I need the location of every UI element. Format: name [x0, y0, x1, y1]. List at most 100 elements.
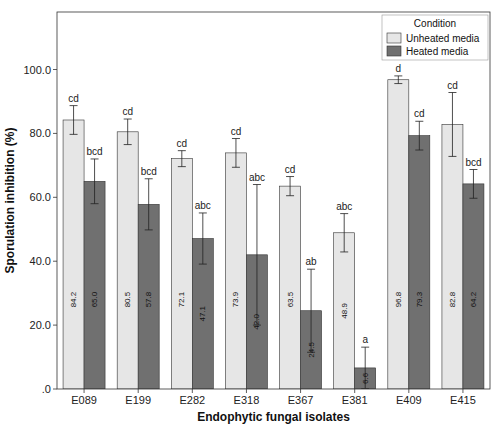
x-tick-label: E409 [396, 394, 422, 406]
error-line [94, 159, 95, 204]
error-cap [232, 138, 240, 139]
error-cap [286, 176, 294, 177]
bar [442, 124, 463, 389]
error-cap [91, 203, 99, 204]
x-axis-label: Endophytic fungal isolates [197, 410, 350, 424]
bar [334, 233, 355, 389]
error-line [148, 179, 149, 230]
data-label: 73.9 [231, 291, 240, 307]
error-line [398, 76, 399, 84]
legend: ConditionUnheated mediaHeated media [382, 15, 488, 60]
bar [463, 184, 484, 389]
legend-label: Unheated media [406, 33, 480, 44]
y-tick-label: 60.0 [30, 191, 51, 203]
y-tick [53, 69, 57, 70]
legend-box [382, 15, 488, 60]
x-tick [192, 389, 193, 393]
error-cap [469, 169, 477, 170]
data-label: 80.5 [123, 291, 132, 307]
error-cap [394, 75, 402, 76]
data-label: 82.8 [448, 291, 457, 307]
bar [117, 132, 138, 389]
error-cap [286, 195, 294, 196]
error-cap [145, 178, 153, 179]
y-tick-label: 80.0 [30, 127, 51, 139]
error-cap [361, 347, 369, 348]
x-tick-label: E318 [234, 394, 260, 406]
error-bar [469, 170, 477, 199]
letter: bcd [141, 166, 157, 177]
x-tick [300, 389, 301, 393]
y-tick [53, 261, 57, 262]
error-cap [124, 144, 132, 145]
x-tick [84, 389, 85, 393]
error-bar [286, 177, 294, 196]
error-line [344, 214, 345, 252]
error-cap [232, 167, 240, 168]
error-cap [70, 105, 78, 106]
error-line [256, 185, 257, 326]
error-cap [448, 92, 456, 93]
error-bar [415, 121, 423, 150]
error-bar [253, 185, 261, 326]
error-line [181, 151, 182, 167]
x-tick [462, 389, 463, 393]
labels: cd84.2cd80.5cd72.1cd73.9cd63.5abc48.9d96… [68, 63, 481, 384]
x-tick-label: E415 [450, 394, 476, 406]
legend-title: Condition [414, 18, 456, 29]
y-tick [53, 389, 57, 390]
error-cap [415, 121, 423, 122]
bar [171, 159, 192, 389]
letter: bcd [87, 146, 103, 157]
error-cap [199, 212, 207, 213]
error-cap [178, 166, 186, 167]
data-label: 79.3 [415, 291, 424, 307]
y-tick [53, 197, 57, 198]
y-tick [53, 133, 57, 134]
bar [409, 136, 430, 389]
error-bar [199, 213, 207, 264]
x-tick-label: E367 [288, 394, 314, 406]
error-line [311, 269, 312, 352]
x-tick [246, 389, 247, 393]
legend-swatch [387, 46, 401, 56]
error-line [419, 121, 420, 150]
data-label: 24.5 [307, 342, 316, 358]
x-tick-label: E381 [342, 394, 368, 406]
bar [225, 153, 246, 389]
letter: bcd [465, 157, 481, 168]
y-tick-label: 100.0 [23, 64, 51, 76]
chart: cd84.2cd80.5cd72.1cd73.9cd63.5abc48.9d96… [0, 0, 500, 428]
letter: abc [336, 201, 352, 212]
data-label: 64.2 [469, 291, 478, 307]
x-tick-label: E199 [125, 394, 151, 406]
x-tick [138, 389, 139, 393]
y-tick-label: 40.0 [30, 255, 51, 267]
letter: cd [177, 138, 188, 149]
letter: cd [447, 80, 458, 91]
bars [63, 76, 484, 389]
error-bar [70, 106, 78, 135]
y-tick-label: .0 [42, 383, 51, 395]
bar [84, 181, 105, 389]
y-tick [53, 325, 57, 326]
bar [138, 204, 159, 389]
x-tick [408, 389, 409, 393]
letter: d [396, 63, 402, 74]
frame [57, 12, 490, 389]
error-cap [70, 134, 78, 135]
bar [280, 186, 301, 389]
error-bar [124, 119, 132, 145]
x-tick-label: E089 [71, 394, 97, 406]
letter: cd [231, 126, 242, 137]
error-bar [232, 139, 240, 168]
error-bar [145, 179, 153, 230]
error-bar [394, 76, 402, 84]
error-line [473, 170, 474, 199]
error-cap [340, 213, 348, 214]
error-bar [178, 151, 186, 167]
error-cap [145, 229, 153, 230]
error-cap [307, 269, 315, 270]
letter: cd [285, 164, 296, 175]
data-label: 48.9 [340, 303, 349, 319]
